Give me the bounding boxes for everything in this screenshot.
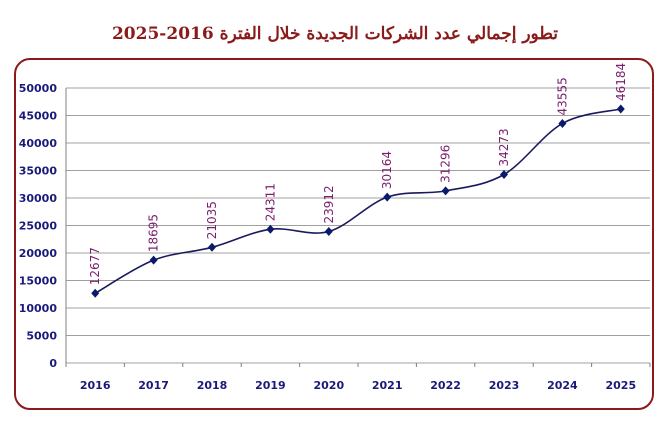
data-label: 46184 xyxy=(614,63,628,101)
series-markers xyxy=(91,104,625,298)
y-tick-label: 35000 xyxy=(19,165,58,178)
data-label: 12677 xyxy=(88,247,102,285)
y-tick-label: 50000 xyxy=(19,82,58,95)
data-point-marker xyxy=(500,169,508,179)
data-label: 24311 xyxy=(263,183,277,221)
x-tick-label: 2020 xyxy=(313,379,344,392)
y-tick-label: 40000 xyxy=(19,137,58,150)
y-tick-label: 10000 xyxy=(19,302,58,315)
x-tick-label: 2025 xyxy=(605,379,636,392)
y-tick-label: 25000 xyxy=(19,220,58,233)
data-label: 18695 xyxy=(147,214,161,252)
y-tick-label: 20000 xyxy=(19,247,58,260)
data-point-marker xyxy=(91,288,100,298)
data-point-marker xyxy=(324,226,333,236)
x-axis-ticks: 2016 2017 2018 2019 2020 2021 2022 2023 2024 2025 xyxy=(80,379,636,392)
data-label: 31296 xyxy=(439,145,453,183)
data-label: 43555 xyxy=(555,77,569,115)
y-tick-label: 0 xyxy=(49,357,57,370)
x-tick-label: 2022 xyxy=(430,379,461,392)
data-point-marker xyxy=(383,192,392,202)
chart-frame xyxy=(14,58,654,410)
series-line xyxy=(94,108,621,294)
data-label: 23912 xyxy=(322,185,336,223)
y-tick-label: 45000 xyxy=(19,110,58,123)
data-point-marker xyxy=(149,255,158,265)
data-point-marker xyxy=(208,242,216,252)
x-tick-label: 2017 xyxy=(138,379,169,392)
y-tick-label: 5000 xyxy=(26,330,57,343)
data-point-marker xyxy=(441,186,450,196)
data-point-marker xyxy=(616,104,625,114)
x-tick-label: 2019 xyxy=(255,379,286,392)
x-tick-label: 2018 xyxy=(197,379,228,392)
y-tick-label: 30000 xyxy=(19,192,58,205)
data-label: 21035 xyxy=(205,201,219,239)
y-axis-ticks: 0 5000 10000 15000 20000 25000 30000 35000 40000… xyxy=(19,82,58,370)
data-point-marker xyxy=(266,224,275,234)
x-tick-label: 2021 xyxy=(372,379,403,392)
gridlines xyxy=(65,87,651,367)
chart-title: تطور إجمالي عدد الشركات الجديدة خلال الف… xyxy=(111,24,559,44)
data-label: 34273 xyxy=(497,128,511,166)
x-tick-label: 2023 xyxy=(489,379,520,392)
data-labels: 12677 18695 21035 24311 23912 30164 31296 34273… xyxy=(88,63,628,285)
y-tick-label: 15000 xyxy=(19,275,58,288)
x-tick-label: 2016 xyxy=(80,379,111,392)
data-point-marker xyxy=(558,118,567,128)
data-label: 30164 xyxy=(380,151,394,189)
x-tick-label: 2024 xyxy=(547,379,578,392)
